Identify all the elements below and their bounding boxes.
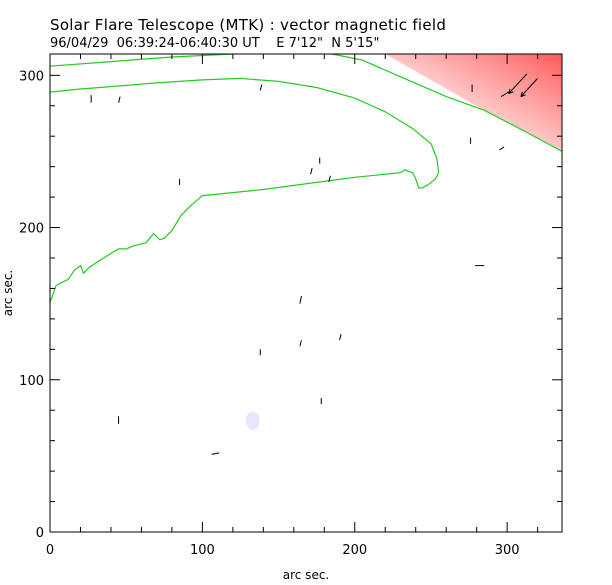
field-vector: [211, 452, 220, 455]
field-vector: [339, 333, 342, 341]
contour-line-1: [50, 77, 440, 303]
y-tick-label: 300: [19, 69, 44, 84]
y-axis-label: arc sec.: [1, 270, 15, 316]
field-vector: [500, 91, 509, 98]
x-tick-label: 300: [495, 543, 520, 558]
chart-title: Solar Flare Telescope (MTK) : vector mag…: [50, 16, 447, 34]
y-tick-label: 200: [19, 222, 44, 237]
x-tick-label: 200: [342, 543, 367, 558]
axes: 0 100 200 300 0 100 200 300: [19, 54, 562, 558]
y-tick-label: 0: [36, 526, 44, 541]
field-vector: [508, 73, 528, 95]
field-vector: [520, 78, 538, 98]
field-vector: [299, 340, 302, 347]
x-axis-label: arc sec.: [283, 568, 329, 582]
field-vector: [259, 84, 263, 91]
field-vector: [299, 295, 302, 304]
intensity-image: [245, 54, 562, 430]
field-vector: [328, 175, 331, 182]
negative-field-patch: [245, 411, 260, 430]
y-tick-label: 100: [19, 374, 44, 389]
x-tick-label: 0: [46, 543, 54, 558]
field-vector: [118, 96, 121, 103]
plot-frame: [49, 53, 563, 533]
x-tick-label: 100: [190, 543, 215, 558]
field-vector: [499, 146, 505, 151]
field-vector: [310, 168, 313, 175]
chart-subtitle: 96/04/29 06:39:24-06:40:30 UT E 7'12" N …: [50, 36, 380, 51]
vector-field: [90, 73, 538, 455]
